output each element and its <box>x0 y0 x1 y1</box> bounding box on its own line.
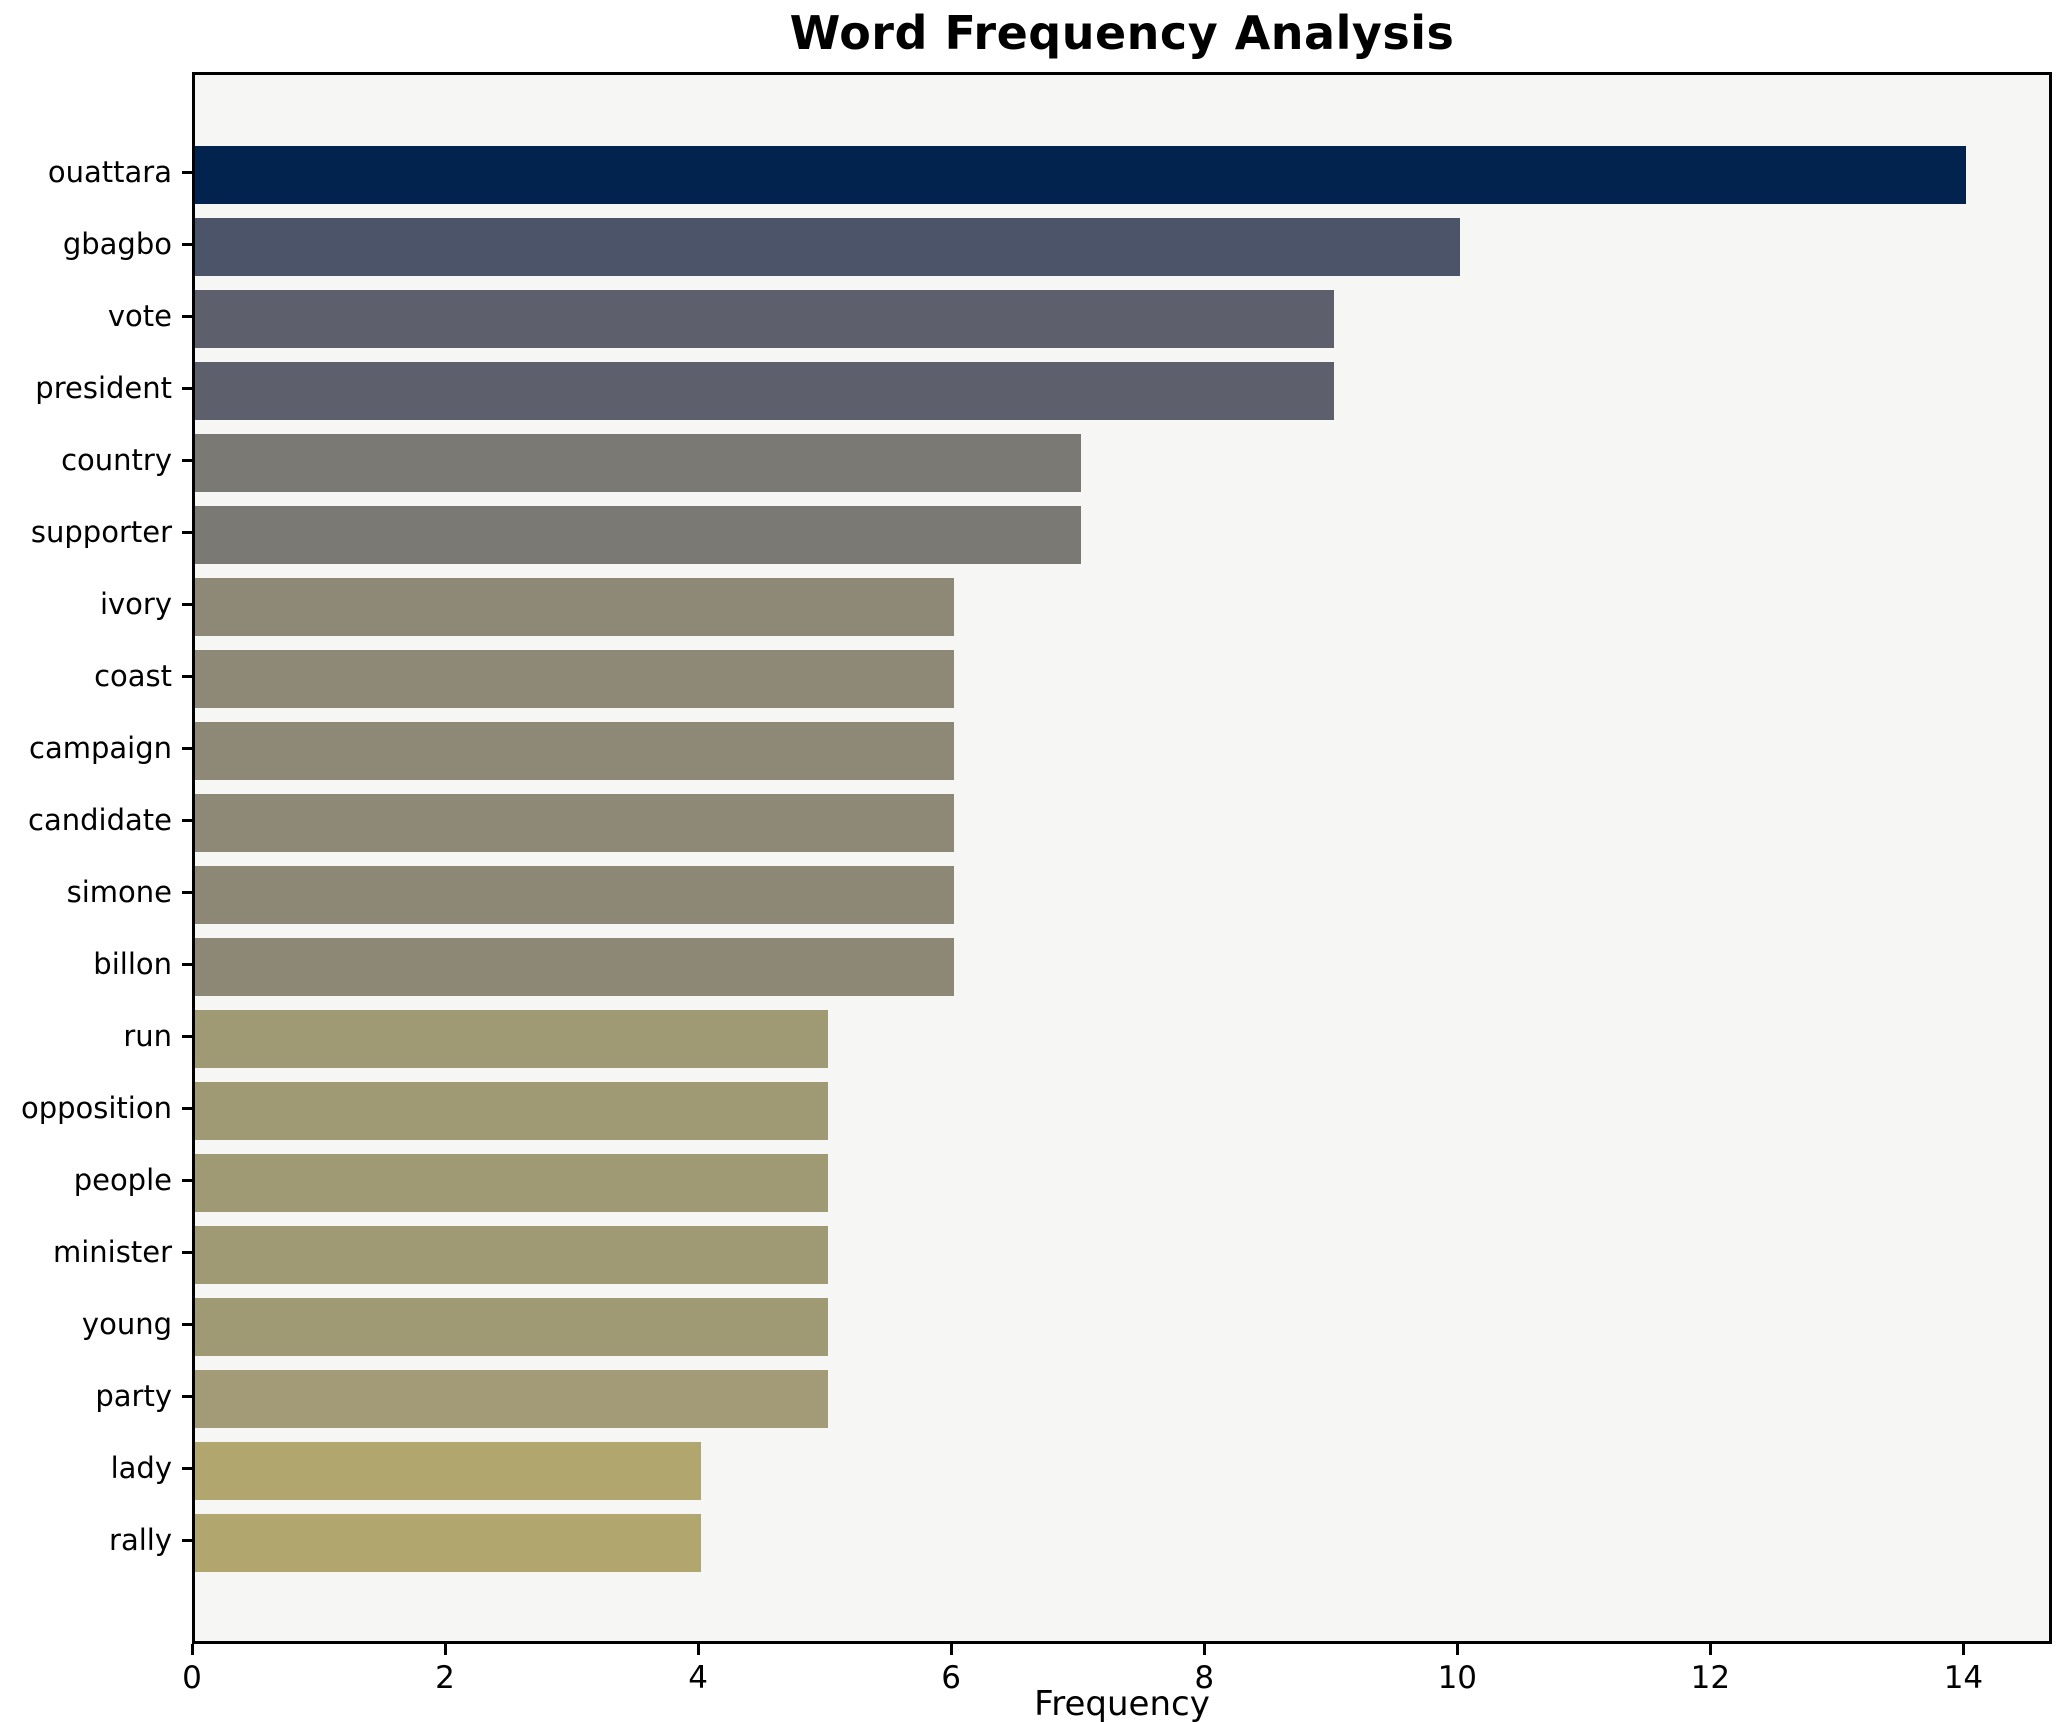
y-tick-label-gbagbo: gbagbo <box>62 227 172 261</box>
x-tick-mark-12 <box>1709 1644 1713 1655</box>
y-tick-mark-president <box>182 387 192 390</box>
x-tick-mark-10 <box>1456 1644 1460 1655</box>
y-tick-mark-people <box>182 1179 192 1182</box>
bar-people <box>195 1154 828 1212</box>
y-tick-mark-minister <box>182 1251 192 1254</box>
y-tick-mark-country <box>182 459 192 462</box>
x-tick-mark-8 <box>1203 1644 1207 1655</box>
x-tick-mark-6 <box>950 1644 954 1655</box>
y-tick-label-vote: vote <box>107 299 172 333</box>
plot-area <box>192 72 2052 1644</box>
y-tick-label-opposition: opposition <box>20 1091 172 1125</box>
bar-rally <box>195 1514 702 1572</box>
y-tick-mark-opposition <box>182 1107 192 1110</box>
y-tick-mark-simone <box>182 891 192 894</box>
y-tick-mark-coast <box>182 675 192 678</box>
y-tick-label-rally: rally <box>109 1523 172 1557</box>
x-tick-mark-4 <box>697 1644 701 1655</box>
x-tick-mark-2 <box>444 1644 448 1655</box>
y-tick-label-billon: billon <box>93 947 172 981</box>
x-tick-mark-0 <box>191 1644 194 1655</box>
bar-young <box>195 1298 828 1356</box>
y-tick-label-country: country <box>61 443 172 477</box>
x-tick-label-4: 4 <box>688 1660 708 1696</box>
x-tick-label-0: 0 <box>182 1660 202 1696</box>
x-tick-label-12: 12 <box>1690 1660 1731 1696</box>
y-tick-label-simone: simone <box>66 875 172 909</box>
y-tick-label-run: run <box>123 1019 172 1053</box>
y-tick-label-campaign: campaign <box>29 731 172 765</box>
y-tick-mark-gbagbo <box>182 243 192 246</box>
x-axis-label: Frequency <box>1034 1684 1210 1722</box>
y-tick-label-supporter: supporter <box>30 515 172 549</box>
y-tick-label-coast: coast <box>94 659 172 693</box>
y-tick-mark-supporter <box>182 531 192 534</box>
y-tick-mark-ouattara <box>182 171 192 174</box>
bar-campaign <box>195 722 955 780</box>
x-tick-label-8: 8 <box>1194 1660 1215 1696</box>
y-tick-label-president: president <box>35 371 172 405</box>
bar-candidate <box>195 794 955 852</box>
y-tick-label-ouattara: ouattara <box>47 155 172 189</box>
bar-supporter <box>195 506 1081 564</box>
y-tick-mark-vote <box>182 315 192 318</box>
bar-gbagbo <box>195 218 1461 276</box>
y-tick-mark-billon <box>182 963 192 966</box>
y-tick-label-people: people <box>73 1163 172 1197</box>
x-tick-label-6: 6 <box>941 1660 962 1696</box>
bar-simone <box>195 866 955 924</box>
bar-president <box>195 362 1334 420</box>
y-tick-mark-rally <box>182 1539 192 1542</box>
y-tick-mark-young <box>182 1323 192 1326</box>
y-tick-label-candidate: candidate <box>28 803 172 837</box>
bar-minister <box>195 1226 828 1284</box>
bar-billon <box>195 938 955 996</box>
x-tick-mark-14 <box>1962 1644 1966 1655</box>
y-tick-label-ivory: ivory <box>99 587 172 621</box>
y-tick-label-minister: minister <box>53 1235 172 1269</box>
y-tick-mark-lady <box>182 1467 192 1470</box>
x-tick-label-10: 10 <box>1437 1660 1478 1696</box>
x-tick-label-14: 14 <box>1943 1660 1984 1696</box>
y-tick-label-party: party <box>95 1379 172 1413</box>
y-tick-mark-candidate <box>182 819 192 822</box>
y-tick-mark-party <box>182 1395 192 1398</box>
bar-vote <box>195 290 1334 348</box>
y-tick-mark-run <box>182 1035 192 1038</box>
bar-ouattara <box>195 146 1967 204</box>
bar-lady <box>195 1442 702 1500</box>
x-tick-label-2: 2 <box>435 1660 455 1696</box>
bar-run <box>195 1010 828 1068</box>
bar-party <box>195 1370 828 1428</box>
y-tick-label-young: young <box>81 1307 172 1341</box>
bar-ivory <box>195 578 955 636</box>
y-tick-mark-campaign <box>182 747 192 750</box>
chart-title: Word Frequency Analysis <box>789 6 1455 60</box>
bar-country <box>195 434 1081 492</box>
bar-opposition <box>195 1082 828 1140</box>
y-tick-mark-ivory <box>182 603 192 606</box>
y-tick-label-lady: lady <box>110 1451 172 1485</box>
bar-coast <box>195 650 955 708</box>
